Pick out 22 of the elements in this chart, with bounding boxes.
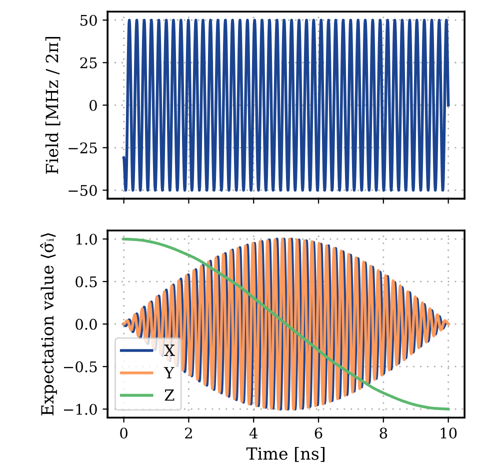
x-tick-label: 10	[440, 428, 457, 439]
y-tick-label: −0.5	[64, 361, 97, 372]
x-tick-label: 2	[185, 428, 192, 438]
x-axis-title: Time [ns]	[246, 446, 324, 462]
x-tick-label: 0	[120, 428, 128, 439]
y-tick-label: 0	[90, 100, 97, 111]
legend-label: Y	[164, 367, 174, 378]
legend-label: Z	[164, 390, 174, 401]
y-axis-title: Field [MHz / 2π]	[45, 36, 60, 174]
y-tick-label: −25	[68, 142, 97, 154]
y-tick-label: 0.0	[76, 318, 97, 330]
x-tick-label: 6	[314, 428, 322, 439]
y-tick-label: −50	[68, 184, 97, 196]
x-tick-label: 8	[380, 428, 388, 439]
y-axis-title: Expectation value ⟨σ̂ᵢ⟩	[40, 233, 57, 416]
y-tick-label: 50	[80, 14, 97, 26]
legend-label: X	[164, 344, 175, 356]
y-tick-label: 1.0	[76, 234, 97, 245]
x-tick-label: 4	[249, 428, 258, 438]
y-tick-label: 0.5	[76, 276, 97, 288]
y-tick-label: 25	[80, 57, 97, 68]
y-tick-label: −1.0	[64, 404, 97, 415]
